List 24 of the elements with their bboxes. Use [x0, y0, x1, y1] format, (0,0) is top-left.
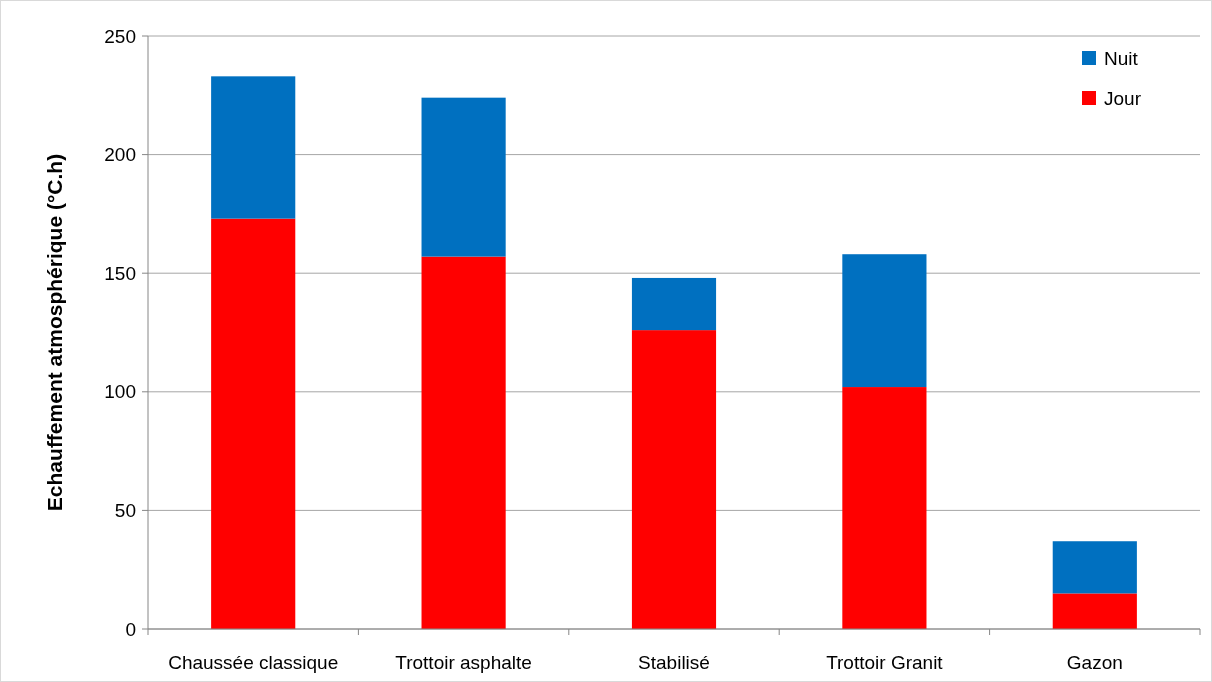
x-tick-label: Trottoir Granit [826, 652, 944, 673]
bar [631, 277, 717, 331]
y-tick-label: 50 [114, 500, 136, 522]
y-tick-label: 100 [104, 381, 136, 403]
x-tick-label: Stabilisé [638, 652, 710, 673]
bar [1052, 541, 1137, 594]
bar [421, 256, 506, 629]
bar [211, 218, 296, 629]
legend-label: Jour [1104, 87, 1142, 109]
bar [842, 387, 927, 629]
y-tick-label: 0 [125, 618, 136, 640]
legend-label: Nuit [1104, 47, 1139, 69]
x-tick-label: Trottoir asphalte [395, 652, 532, 673]
bar [1052, 593, 1137, 629]
bar [211, 76, 296, 219]
bar [631, 330, 717, 629]
y-tick-label: 150 [104, 262, 136, 284]
y-tick-label: 250 [104, 25, 136, 47]
y-tick-label: 200 [104, 144, 136, 166]
bar [842, 254, 927, 388]
x-tick-label: Gazon [1066, 652, 1123, 673]
x-tick-label: Chaussée classique [168, 652, 339, 673]
bar [421, 97, 506, 257]
y-axis-title: Echauffement atmosphérique (°C.h) [43, 153, 66, 512]
